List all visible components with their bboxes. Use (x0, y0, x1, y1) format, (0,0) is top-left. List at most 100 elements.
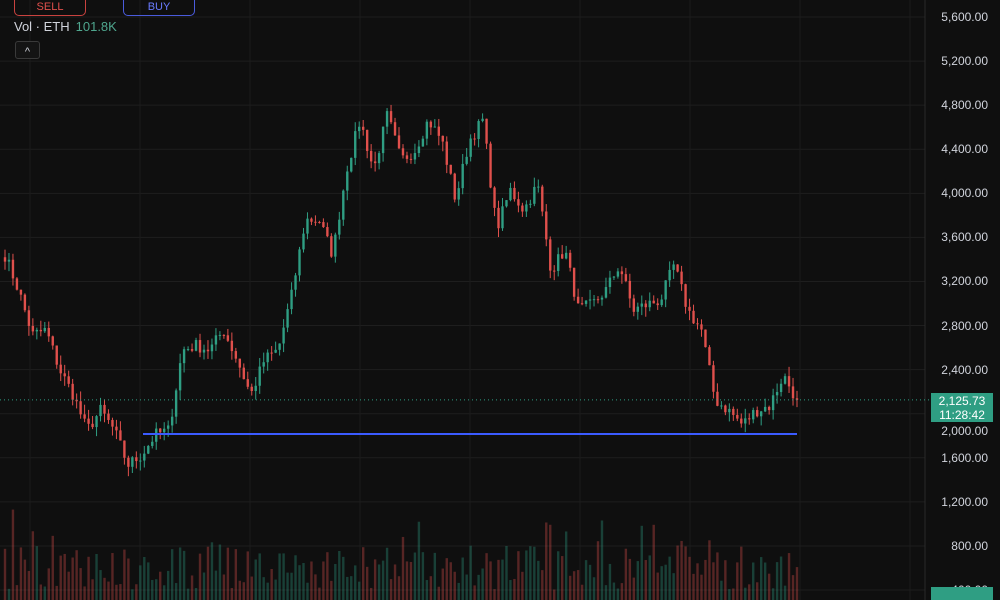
volume-bar (314, 574, 317, 600)
candle-body (505, 200, 508, 207)
candle-body (55, 345, 58, 365)
y-tick-label: 5,200.00 (941, 54, 988, 69)
volume-bar (433, 552, 437, 600)
volume-bar (791, 575, 795, 600)
candle-body (170, 416, 174, 426)
volume-bar (588, 564, 592, 600)
volume-bar (576, 570, 580, 600)
sell-button[interactable]: SELL (14, 0, 86, 16)
candle-body (668, 269, 671, 281)
volume-bar (361, 547, 365, 600)
chevron-up-icon[interactable]: ^ (15, 41, 40, 59)
volume-bar (385, 547, 389, 600)
volume-bar (592, 577, 596, 600)
volume-bar (783, 585, 787, 600)
candle-body (314, 221, 317, 223)
volume-bar (262, 577, 265, 600)
candle-body (63, 373, 66, 377)
candle-body (3, 257, 7, 262)
candle-body (572, 267, 576, 297)
volume-bar (282, 553, 285, 600)
volume-bar (771, 588, 775, 600)
candle-body (437, 126, 441, 136)
candle-body (342, 190, 345, 220)
volume-bar (3, 548, 7, 600)
candle-body (473, 138, 476, 140)
candle-body (282, 327, 285, 344)
candle-body (521, 205, 524, 212)
candle-body (469, 138, 472, 157)
candle-body (119, 430, 122, 441)
volume-bar (75, 550, 78, 600)
candle-body (381, 126, 385, 154)
candle-body (350, 157, 353, 172)
candle-body (477, 121, 480, 140)
candle-body (127, 457, 130, 467)
candle-body (107, 413, 110, 420)
volume-bar (580, 584, 584, 600)
volume-bar (111, 553, 114, 600)
volume-bar (35, 546, 39, 600)
candle-body (151, 441, 154, 446)
candle-body (513, 187, 516, 200)
volume-bar (43, 586, 46, 600)
volume-bar (509, 580, 512, 600)
volume-bar (429, 576, 433, 600)
candle-body (294, 275, 297, 290)
volume-bar (493, 589, 496, 600)
candle-body (35, 329, 39, 332)
candle-body (620, 271, 624, 275)
volume-bar (557, 551, 560, 600)
volume-bar (533, 546, 536, 600)
volume-bar (246, 551, 249, 600)
candle-body (198, 340, 202, 353)
volume-bar (497, 559, 500, 600)
candle-body (238, 358, 242, 368)
volume-bar (549, 524, 552, 600)
grid (0, 0, 926, 600)
candle-body (397, 135, 401, 149)
volume-bar (545, 522, 548, 600)
candles (3, 104, 799, 477)
volume-bar (178, 547, 182, 600)
candle-body (413, 153, 417, 160)
candle-body (680, 271, 683, 285)
candle-body (775, 392, 779, 396)
candle-body (206, 349, 210, 352)
candle-body (529, 203, 532, 205)
volume-bar (369, 587, 373, 600)
volume-bar (51, 535, 54, 600)
candle-body (493, 187, 496, 208)
candle-body (604, 287, 608, 298)
candle-body (497, 207, 500, 229)
volume-bar (47, 568, 50, 600)
volume-bar (628, 558, 632, 600)
volume-value: 101.8K (75, 19, 117, 34)
volume-bar (214, 570, 218, 600)
candle-body (752, 410, 755, 420)
volume-bar (115, 584, 118, 600)
y-tick-label: 800.00 (951, 538, 988, 553)
volume-bar (67, 571, 70, 600)
candle-body (759, 411, 763, 417)
candle-body (7, 259, 11, 262)
candle-body (441, 135, 444, 142)
candle-body (409, 158, 413, 160)
candle-body (405, 155, 409, 159)
candle-body (580, 303, 584, 305)
volume-bar (31, 531, 35, 600)
candle-body (489, 143, 492, 188)
candle-body (306, 218, 309, 234)
volume-bar (465, 574, 468, 600)
candle-body (481, 118, 484, 122)
candle-body (163, 428, 166, 433)
candle-body (557, 254, 560, 271)
volume-bar (596, 541, 600, 600)
volume-bar (445, 558, 448, 600)
volume-bar (405, 561, 409, 600)
candle-body (266, 352, 269, 363)
buy-button[interactable]: BUY (123, 0, 195, 16)
volume-bar (584, 560, 588, 600)
volume-bar (270, 568, 273, 600)
